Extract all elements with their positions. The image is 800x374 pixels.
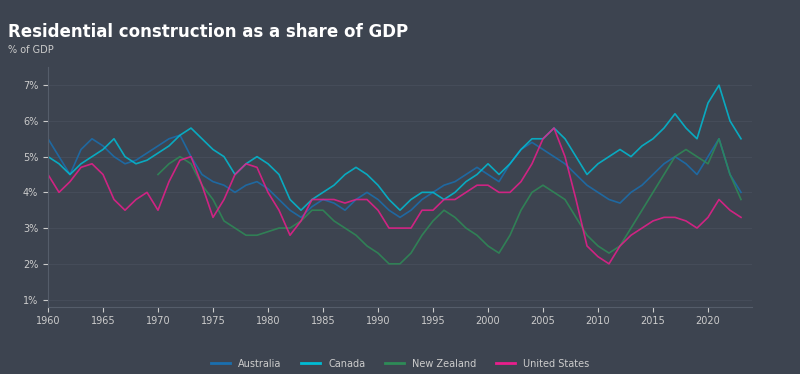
- Legend: Australia, Canada, New Zealand, United States: Australia, Canada, New Zealand, United S…: [207, 355, 593, 373]
- Text: Residential construction as a share of GDP: Residential construction as a share of G…: [8, 22, 408, 41]
- Text: % of GDP: % of GDP: [8, 45, 54, 55]
